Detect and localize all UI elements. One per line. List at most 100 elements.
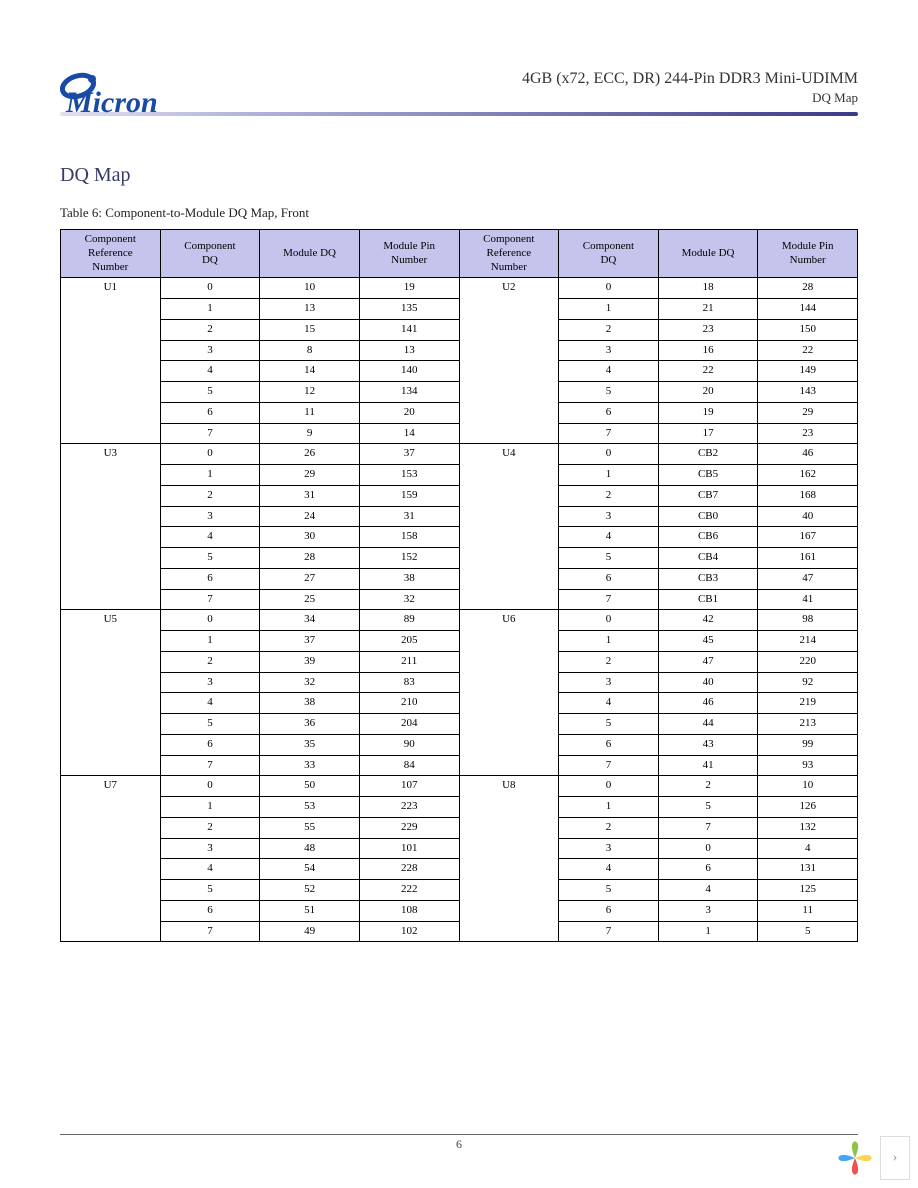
micron-logo: Micron — [60, 70, 260, 125]
data-cell: 4 — [559, 361, 659, 382]
data-cell: 0 — [160, 610, 260, 631]
data-cell: 49 — [260, 921, 360, 942]
data-cell: 20 — [658, 382, 758, 403]
column-header: Module DQ — [658, 230, 758, 278]
data-cell: 11 — [260, 402, 360, 423]
data-cell: 4 — [559, 859, 659, 880]
data-cell: 15 — [260, 319, 360, 340]
column-header: Module PinNumber — [758, 230, 858, 278]
data-cell: 7 — [160, 755, 260, 776]
data-cell: 210 — [359, 693, 459, 714]
data-cell: 9 — [260, 423, 360, 444]
data-cell: 47 — [658, 651, 758, 672]
data-cell: 1 — [160, 797, 260, 818]
component-ref-cell: U4 — [459, 444, 559, 610]
data-cell: CB6 — [658, 527, 758, 548]
data-cell: 40 — [658, 672, 758, 693]
data-cell: 46 — [758, 444, 858, 465]
data-cell: 12 — [260, 382, 360, 403]
data-cell: 2 — [559, 485, 659, 506]
data-cell: 1 — [559, 797, 659, 818]
data-cell: 23 — [658, 319, 758, 340]
data-cell: 101 — [359, 838, 459, 859]
data-cell: 214 — [758, 631, 858, 652]
data-cell: 150 — [758, 319, 858, 340]
data-cell: 211 — [359, 651, 459, 672]
data-cell: CB7 — [658, 485, 758, 506]
column-header: Module DQ — [260, 230, 360, 278]
data-cell: 21 — [658, 299, 758, 320]
data-cell: 3 — [160, 838, 260, 859]
column-header: ComponentDQ — [559, 230, 659, 278]
data-cell: 222 — [359, 880, 459, 901]
viewer-widget: › — [834, 1136, 910, 1180]
data-cell: 2 — [160, 651, 260, 672]
data-cell: 6 — [160, 900, 260, 921]
data-cell: 32 — [260, 672, 360, 693]
data-cell: 83 — [359, 672, 459, 693]
data-cell: 28 — [260, 548, 360, 569]
flower-icon[interactable] — [834, 1137, 876, 1179]
data-cell: 4 — [160, 361, 260, 382]
data-cell: 1 — [559, 299, 659, 320]
data-cell: 0 — [559, 278, 659, 299]
data-cell: 20 — [359, 402, 459, 423]
table-head: ComponentReferenceNumberComponentDQModul… — [61, 230, 858, 278]
data-cell: 37 — [359, 444, 459, 465]
table-row: U503489U604298 — [61, 610, 858, 631]
data-cell: 29 — [758, 402, 858, 423]
data-cell: 4 — [160, 693, 260, 714]
data-cell: 7 — [559, 921, 659, 942]
data-cell: 158 — [359, 527, 459, 548]
data-cell: 14 — [260, 361, 360, 382]
data-cell: 5 — [559, 548, 659, 569]
data-cell: 220 — [758, 651, 858, 672]
data-cell: 92 — [758, 672, 858, 693]
data-cell: 102 — [359, 921, 459, 942]
data-cell: 42 — [658, 610, 758, 631]
data-cell: 26 — [260, 444, 360, 465]
data-cell: 132 — [758, 817, 858, 838]
data-cell: 2 — [559, 319, 659, 340]
component-ref-cell: U2 — [459, 278, 559, 444]
component-ref-cell: U1 — [61, 278, 161, 444]
data-cell: 39 — [260, 651, 360, 672]
data-cell: 1 — [559, 631, 659, 652]
data-cell: 6 — [559, 900, 659, 921]
data-cell: 5 — [559, 382, 659, 403]
data-cell: 7 — [160, 589, 260, 610]
column-header: ComponentReferenceNumber — [459, 230, 559, 278]
data-cell: 2 — [658, 776, 758, 797]
data-cell: 22 — [758, 340, 858, 361]
component-ref-cell: U6 — [459, 610, 559, 776]
data-cell: 27 — [260, 568, 360, 589]
data-cell: 7 — [559, 423, 659, 444]
data-cell: CB3 — [658, 568, 758, 589]
data-cell: 3 — [559, 838, 659, 859]
data-cell: 131 — [758, 859, 858, 880]
data-cell: 2 — [160, 319, 260, 340]
data-cell: 205 — [359, 631, 459, 652]
column-header: ComponentDQ — [160, 230, 260, 278]
data-cell: 46 — [658, 693, 758, 714]
data-cell: 3 — [160, 340, 260, 361]
data-cell: CB0 — [658, 506, 758, 527]
data-cell: 7 — [559, 755, 659, 776]
table-body: U101019U20182811313512114421514122315038… — [61, 278, 858, 942]
data-cell: 32 — [359, 589, 459, 610]
data-cell: 4 — [559, 693, 659, 714]
data-cell: 19 — [658, 402, 758, 423]
data-cell: 13 — [260, 299, 360, 320]
data-cell: 41 — [758, 589, 858, 610]
data-cell: 17 — [658, 423, 758, 444]
column-header: ComponentReferenceNumber — [61, 230, 161, 278]
svg-text:Micron: Micron — [65, 86, 158, 119]
data-cell: 6 — [160, 402, 260, 423]
data-cell: 84 — [359, 755, 459, 776]
data-cell: 48 — [260, 838, 360, 859]
next-page-button[interactable]: › — [880, 1136, 910, 1180]
data-cell: 228 — [359, 859, 459, 880]
section-title: DQ Map — [60, 164, 858, 187]
data-cell: 204 — [359, 714, 459, 735]
data-cell: 7 — [160, 423, 260, 444]
